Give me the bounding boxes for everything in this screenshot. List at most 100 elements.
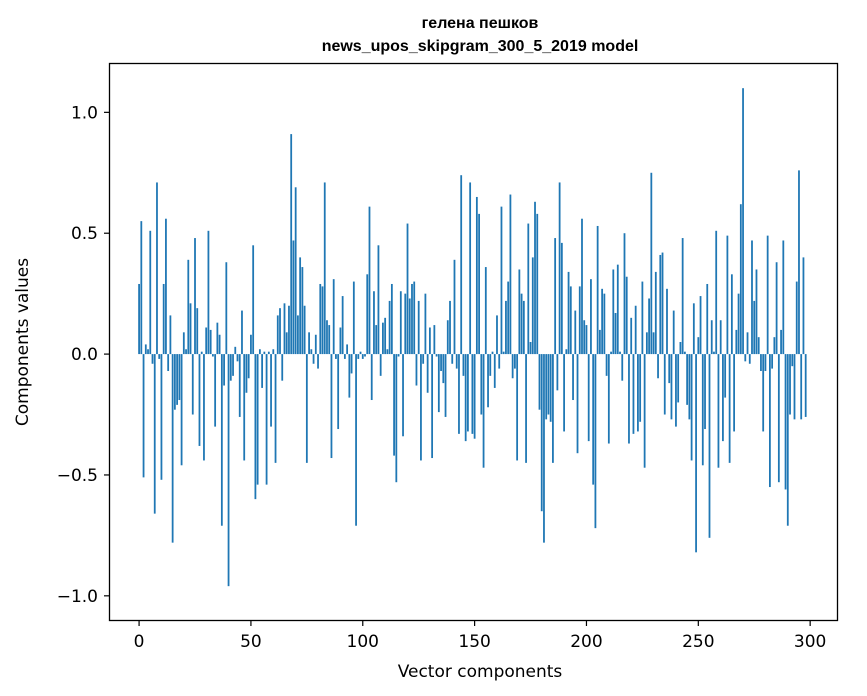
bar-289 [784,354,787,490]
bar-78 [312,354,315,364]
bar-223 [637,354,639,432]
y-axis-label: Components values [13,258,33,426]
bar-212 [612,269,615,355]
bar-257 [713,351,715,355]
bar-248 [692,303,695,355]
bar-173 [525,354,527,463]
bar-48 [245,354,248,393]
bar-23 [189,303,192,355]
bar-205 [596,225,599,355]
bar-1 [140,221,143,355]
bar-180 [540,354,543,512]
bar-53 [256,354,259,485]
bar-150 [473,354,476,439]
bar-113 [390,283,393,355]
bar-107 [377,245,380,355]
bar-278 [760,354,762,372]
bar-135 [440,354,442,372]
chart-subtitle: news_upos_skipgram_300_5_2019 model [322,38,639,55]
bar-189 [560,242,563,355]
bar-202 [590,279,592,355]
bar-76 [308,332,310,355]
bar-191 [565,349,568,355]
bar-203 [592,354,595,485]
bar-266 [733,354,735,432]
bar-27 [198,354,201,446]
bar-39 [225,262,228,355]
bar-145 [462,354,465,376]
bar-227 [645,332,648,355]
x-axis-ticks: 0 50 100 150 200 250 300 [134,620,826,652]
bar-170 [518,269,521,355]
bar-232 [657,354,659,379]
bar-235 [663,354,666,415]
bar-54 [258,349,261,355]
bar-231 [654,271,657,355]
bar-298 [804,354,807,417]
bar-162 [500,206,503,355]
bar-192 [567,271,570,355]
bar-119 [404,293,407,355]
bar-129 [426,354,429,393]
bar-122 [411,283,413,355]
bar-33 [212,354,214,357]
bar-219 [628,354,630,444]
bar-195 [574,310,577,355]
bar-206 [598,329,601,355]
bar-216 [621,354,624,381]
bar-156 [487,354,489,408]
bar-71 [297,315,299,355]
y-tick-label-4: 1.0 [71,103,98,123]
bar-42 [232,354,234,376]
bar-244 [683,351,686,355]
bar-184 [549,354,552,422]
bar-104 [370,354,373,401]
bar-229 [650,172,653,355]
bar-204 [594,354,597,529]
bar-111 [386,349,389,355]
bar-70 [294,187,297,355]
x-tick-label-300: 300 [794,632,826,652]
bar-61 [274,354,277,463]
bar-174 [527,223,530,355]
bar-177 [534,201,536,355]
bar-281 [766,235,769,355]
bar-35 [216,322,219,355]
bar-60 [272,349,275,355]
bar-169 [516,354,519,461]
bar-14 [169,315,172,355]
bar-123 [413,281,416,355]
bar-258 [715,230,718,355]
x-tick-label-200: 200 [570,632,602,652]
bar-110 [384,317,387,355]
bar-103 [368,206,371,355]
bar-288 [782,240,785,355]
bar-270 [742,88,744,355]
bar-28 [200,351,203,355]
bar-253 [704,354,706,430]
bar-196 [576,354,579,454]
bar-186 [554,238,557,355]
bar-197 [578,286,581,355]
bar-82 [321,286,324,355]
bar-64 [281,354,284,381]
bar-259 [717,354,720,468]
bar-55 [261,354,264,388]
bar-92 [343,354,346,359]
bar-233 [659,254,662,355]
bar-262 [724,354,727,398]
y-tick-label-2: 0.0 [71,345,98,365]
bar-199 [583,320,586,355]
bar-273 [748,354,751,364]
bar-47 [243,354,246,461]
bar-44 [236,354,239,362]
bar-101 [364,354,366,357]
bar-80 [317,354,319,369]
bar-141 [453,259,456,355]
bar-226 [643,354,646,468]
bar-0 [138,283,140,355]
bar-124 [415,354,418,386]
bar-213 [614,312,617,355]
bar-126 [420,354,422,461]
bar-228 [648,298,650,355]
